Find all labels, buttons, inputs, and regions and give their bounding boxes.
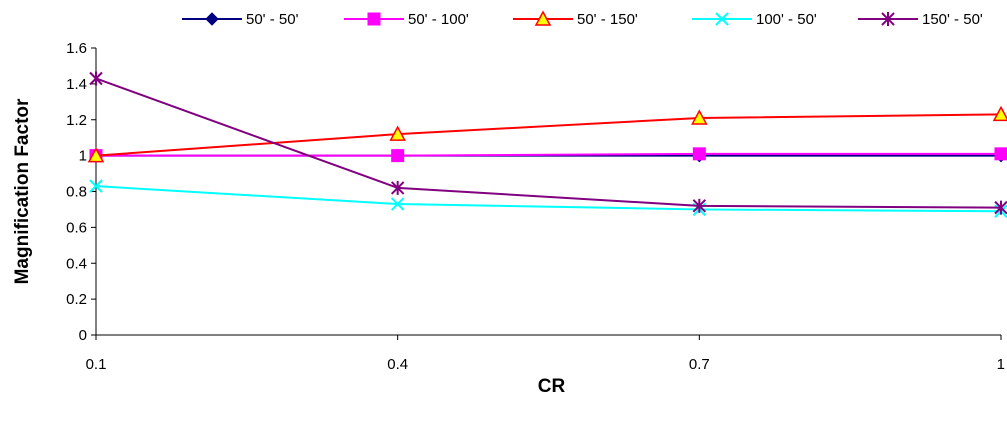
y-tick-label: 0.8 [66, 184, 87, 201]
data-point [692, 147, 706, 161]
data-point [89, 179, 103, 193]
data-point [89, 71, 103, 86]
legend: 50' - 50' 50' - 100' 50' - 150' 100' - 50' 1… [182, 10, 983, 28]
y-axis-title: Magnification Factor [12, 98, 33, 284]
data-point [992, 105, 1007, 122]
legend-label: 150' - 50' [922, 11, 983, 28]
legend-marker [881, 12, 895, 26]
x-ticks: 0.1 0.4 0.7 1 [86, 335, 1005, 373]
series-layer [87, 71, 1007, 218]
series-line [95, 113, 1002, 157]
series-5 [89, 71, 1007, 215]
series-line [96, 152, 1001, 157]
legend-label: 50' - 150' [577, 11, 638, 28]
y-tick-label: 1.2 [66, 112, 87, 129]
series-2 [89, 147, 1007, 163]
legend-item: 50' - 100' [344, 11, 469, 28]
y-tick-label: 0.4 [66, 255, 87, 272]
legend-label: 50' - 50' [246, 11, 299, 28]
y-tick-label: 1 [79, 148, 87, 165]
legend-marker [715, 12, 729, 26]
series-3 [87, 105, 1007, 163]
legend-item: 100' - 50' [692, 11, 817, 28]
y-tick-label: 1.4 [66, 76, 87, 93]
y-tick-label: 0.6 [66, 219, 87, 236]
y-ticks: 0 0.2 0.4 0.6 0.8 1 1.2 1.4 1.6 [66, 40, 96, 344]
data-point [87, 147, 105, 163]
data-point [994, 200, 1007, 215]
data-point [390, 180, 405, 195]
legend-marker [367, 12, 381, 26]
data-point [391, 149, 405, 163]
data-point [389, 125, 406, 141]
data-point [390, 197, 405, 211]
x-tick-label: 0.1 [86, 356, 107, 373]
series-line [95, 185, 1002, 213]
y-tick-label: 0 [79, 327, 87, 344]
plot-area: 0 0.2 0.4 0.6 0.8 1 1.2 1.4 1.6 0.1 0.4 0.7 1 [66, 40, 1007, 373]
series-line [95, 77, 1002, 209]
data-point [691, 109, 708, 125]
legend-item: 50' - 50' [182, 11, 299, 28]
legend-label: 100' - 50' [756, 11, 817, 28]
x-tick-label: 0.4 [387, 356, 408, 373]
legend-label: 50' - 100' [408, 11, 469, 28]
y-tick-label: 1.6 [66, 40, 87, 57]
data-point [994, 147, 1007, 161]
legend-marker [534, 10, 552, 26]
legend-item: 50' - 150' [513, 10, 638, 28]
series-4 [89, 179, 1007, 218]
data-point [692, 198, 707, 213]
x-axis-title: CR [538, 376, 566, 397]
legend-item: 150' - 50' [858, 11, 983, 28]
x-tick-label: 0.7 [689, 356, 710, 373]
x-tick-label: 1 [997, 356, 1005, 373]
legend-marker [205, 12, 219, 26]
y-tick-label: 0.2 [66, 291, 87, 308]
